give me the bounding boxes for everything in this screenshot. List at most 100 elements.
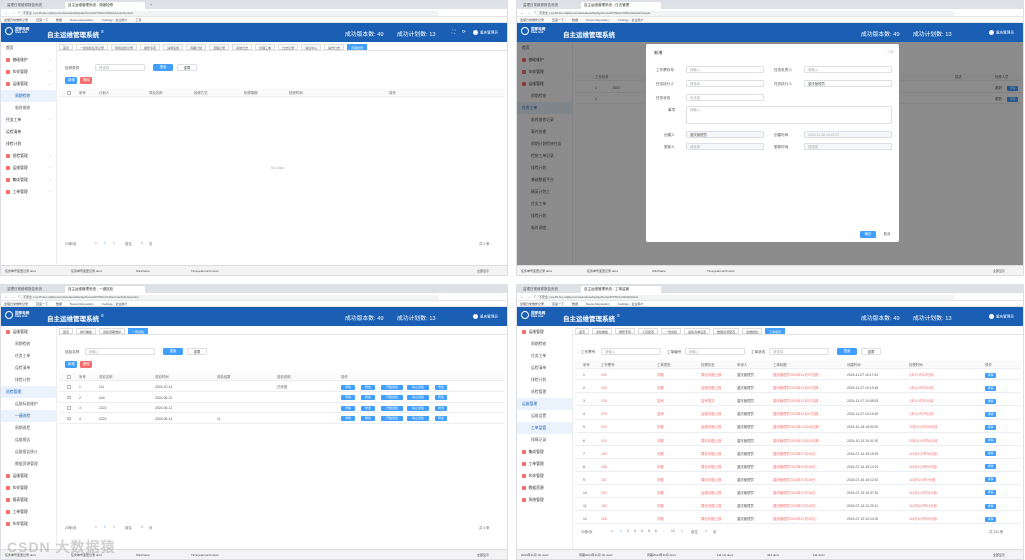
goto-page-input[interactable]: 1 <box>705 529 707 533</box>
detail-button[interactable]: 详情 <box>1007 85 1019 91</box>
sidebar-item[interactable]: 临时调度 <box>531 226 547 230</box>
sidebar-item[interactable]: 基础维护 <box>517 54 572 66</box>
sidebar-item[interactable]: 周期检修 <box>531 342 547 346</box>
user-menu[interactable]: 重庆管理员 <box>989 30 1014 35</box>
download-item[interactable]: 任务单号变更记录.docx <box>71 553 103 557</box>
page-size-select[interactable]: 20条/页 <box>65 242 77 246</box>
sidebar-item[interactable]: 运维报告 <box>15 438 31 442</box>
download-item[interactable]: Timeyearmonth.docx <box>707 269 735 273</box>
sidebar-item[interactable]: 巡检管理 <box>531 390 547 394</box>
bookmark[interactable]: 数据 <box>56 302 63 306</box>
sidebar-item[interactable]: 伙伴管理 <box>517 470 572 482</box>
category-select[interactable]: 请选择 <box>95 64 145 71</box>
row-action-button[interactable]: 导出 <box>435 395 447 400</box>
page-tab[interactable]: 一键巡检任务记录 <box>76 43 109 50</box>
sidebar-item[interactable]: 运维管理 › <box>1 162 56 174</box>
page-tab[interactable]: 首页 <box>59 327 74 334</box>
row-checkbox[interactable] <box>67 395 71 399</box>
page-tab-active[interactable]: 工单监管 <box>765 327 786 334</box>
sidebar-item[interactable]: 周期检修 <box>15 342 31 346</box>
download-item[interactable]: 任务单号变更记录.docx <box>71 269 103 273</box>
reset-button[interactable]: 重置 <box>177 64 197 71</box>
page-tab[interactable]: 请求实施 <box>163 43 184 50</box>
sidebar-item[interactable]: 事件处理 <box>531 130 547 134</box>
sidebar-item[interactable]: 运维报告统计 <box>15 450 38 454</box>
detail-button[interactable]: 详情 <box>985 424 997 430</box>
row-action-button[interactable]: 停止巡检 <box>407 395 429 400</box>
row-action-button[interactable]: 开始巡检 <box>381 416 403 421</box>
sidebar-item[interactable]: 基础数据平台 <box>531 178 554 182</box>
reset-button[interactable]: 重置 <box>187 348 207 355</box>
row-action-button[interactable]: 详情 <box>341 384 355 390</box>
browser-tab-active[interactable]: 自主运维管理系统 - 工单监管 <box>581 286 661 293</box>
bookmark[interactable]: 数据 <box>56 18 63 22</box>
bookmark[interactable]: Codingy - 企业用户 <box>617 302 644 306</box>
detail-button[interactable]: 详情 <box>985 503 997 509</box>
row-action-button[interactable]: 导出 <box>435 416 447 421</box>
detail-button[interactable]: 详情 <box>985 438 997 443</box>
url-field[interactable]: 不安全 | sq.45.dev.xdjxkj.com/auto/autodisp… <box>535 294 955 300</box>
sidebar-item[interactable]: 检修工单记录 <box>531 154 554 158</box>
user-menu[interactable]: 重庆管理员 <box>473 314 498 319</box>
download-item[interactable]: 周期2024年11月.docx <box>647 553 676 557</box>
sidebar-item[interactable]: 数据资源 <box>517 482 572 494</box>
bookmark[interactable]: 百度一下 <box>36 18 49 22</box>
bookmark[interactable]: 百度一下 <box>552 302 565 306</box>
new-tab-button[interactable]: + <box>147 2 155 9</box>
detail-button[interactable]: 详情 <box>1007 96 1019 102</box>
download-item[interactable]: 111.docx <box>813 553 825 557</box>
detail-button[interactable]: 详情 <box>985 372 997 378</box>
detail-button[interactable]: 详情 <box>985 464 997 470</box>
download-item[interactable]: 111 (1).docx <box>717 553 734 557</box>
cancel-button[interactable]: 取消 <box>883 232 891 236</box>
page-number[interactable]: 2 <box>627 529 629 533</box>
sidebar-item[interactable]: 运检清单 <box>6 130 22 134</box>
page-tab[interactable]: 一键巡检 <box>661 327 682 334</box>
search-button[interactable]: 搜索 <box>153 64 173 71</box>
prev-page[interactable]: < <box>95 525 97 529</box>
download-item[interactable]: 任务单号变更记录.docx <box>5 269 37 273</box>
sidebar-item[interactable]: 运维管理 <box>1 470 56 482</box>
page-tab[interactable]: 运维报告 <box>742 327 763 334</box>
next-page[interactable]: > <box>113 241 115 245</box>
row-action-button[interactable]: 修改 <box>361 416 375 421</box>
row-action-button[interactable]: 详情 <box>341 395 355 400</box>
bookmark[interactable]: Nexus Repository <box>70 302 94 306</box>
download-item[interactable]: Wireframe <box>136 269 150 273</box>
delete-button[interactable]: 删除 <box>80 361 92 368</box>
page-tab[interactable]: 数据资源配置 <box>713 327 740 334</box>
matter-textarea[interactable]: 请输入 <box>686 106 892 124</box>
executor-select[interactable]: 请选择 <box>686 80 764 87</box>
row-checkbox[interactable] <box>67 416 71 420</box>
prev-page[interactable]: < <box>95 241 97 245</box>
download-item[interactable]: Wireframe <box>136 553 150 557</box>
add-button[interactable]: 新增 <box>65 77 77 84</box>
select-all-checkbox[interactable] <box>67 375 71 379</box>
bookmark[interactable]: 数据 <box>572 302 579 306</box>
bookmark[interactable]: 工具 <box>135 18 142 22</box>
row-action-button[interactable]: 开始巡检 <box>381 395 403 400</box>
sidebar-item-ops[interactable]: 运维管理 <box>517 398 572 410</box>
sidebar-item[interactable]: 周期巡检 <box>15 426 31 430</box>
row-checkbox[interactable] <box>67 406 71 410</box>
page-tab[interactable]: 维修专项 <box>615 327 636 334</box>
page-tab[interactable]: 现场巡检记录 <box>111 43 138 50</box>
row-action-button[interactable]: 导出 <box>435 384 447 390</box>
sidebar-item[interactable]: 巡检管理 › <box>1 150 56 162</box>
page-number[interactable]: 1 <box>104 241 106 245</box>
sidebar-item-task[interactable]: 任务工单 <box>517 102 572 114</box>
download-item[interactable]: 周期2024年11月 (2).docx <box>579 553 613 557</box>
download-item[interactable]: 任务单号变更记录.docx <box>5 553 37 557</box>
sidebar-item[interactable]: 首页 <box>522 46 530 50</box>
page-size-select[interactable]: 20条/页 <box>581 530 593 534</box>
page-tab[interactable]: 报修专项 <box>140 43 161 50</box>
page-tab[interactable]: 运检清单设置 <box>684 327 711 334</box>
goto-page-input[interactable]: 1 <box>141 525 143 529</box>
download-item[interactable]: 任务单号变更记录.docx <box>587 269 619 273</box>
bookmark[interactable]: Nexus Repository <box>70 18 94 22</box>
search-button[interactable]: 搜索 <box>837 348 857 355</box>
download-item[interactable]: 任务单号变更记录.docx <box>521 269 553 273</box>
bookmark[interactable]: 监理日常维修记录 <box>520 18 545 22</box>
url-field[interactable]: 不安全 | sq.45.dev.xdjxkj.com/auto/autodisp… <box>535 10 955 16</box>
page-number[interactable]: 5 <box>648 529 650 533</box>
